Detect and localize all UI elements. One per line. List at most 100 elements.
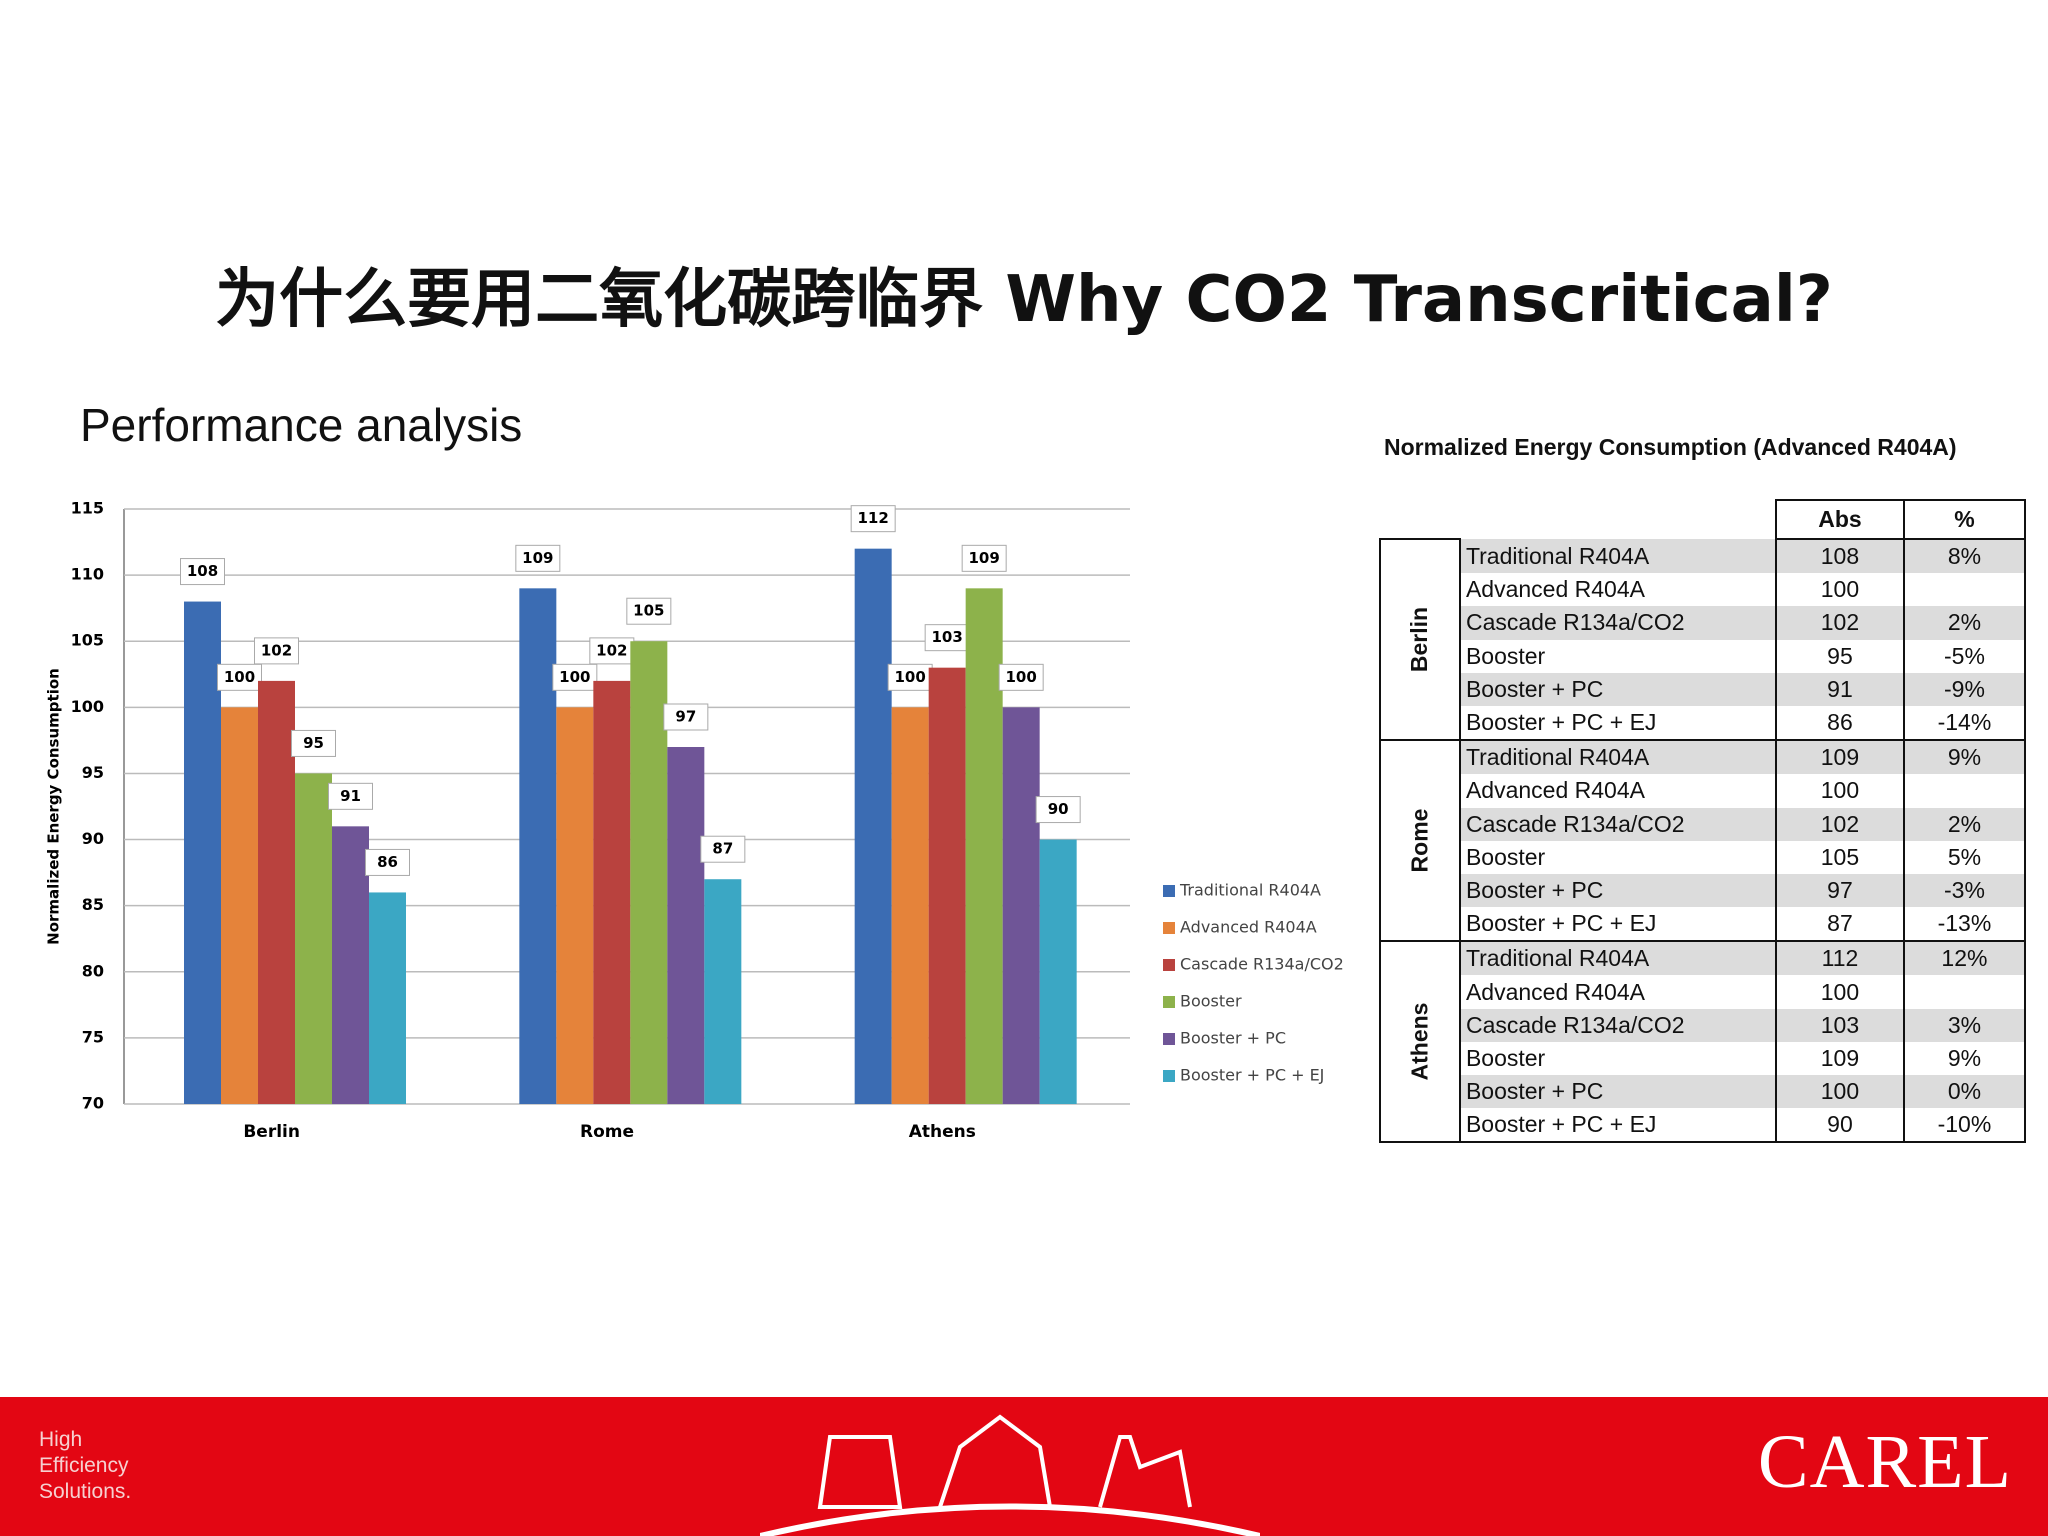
value-label-box xyxy=(700,835,746,863)
value-label-box xyxy=(328,782,373,810)
bar xyxy=(332,826,369,1104)
row-label: Traditional R404A xyxy=(1458,539,1777,574)
y-tick-label: 100 xyxy=(71,697,104,716)
bar xyxy=(704,879,742,1104)
bar xyxy=(258,680,295,1104)
abs-cell: 102 xyxy=(1774,606,1905,640)
value-label-box xyxy=(924,624,970,652)
bar xyxy=(295,773,332,1104)
value-label-box xyxy=(365,848,410,876)
data-table: Abs% Berlin Traditional R404A 108 8% Advanced… xyxy=(1379,499,2026,1144)
value-label: 100 xyxy=(895,668,926,686)
row-label: Advanced R404A xyxy=(1458,573,1777,607)
value-label-box xyxy=(961,544,1007,572)
value-label-box xyxy=(1035,796,1081,824)
y-tick-label: 70 xyxy=(82,1094,104,1113)
table-row: Booster + PC + EJ 90 -10% xyxy=(1380,1108,2026,1144)
value-label: 87 xyxy=(712,840,733,858)
row-label: Booster + PC xyxy=(1458,1075,1777,1109)
pct-cell xyxy=(1902,774,2026,808)
value-label: 86 xyxy=(377,853,398,871)
abs-cell: 109 xyxy=(1774,1041,1905,1075)
bar xyxy=(369,892,406,1104)
row-label: Cascade R134a/CO2 xyxy=(1458,1008,1777,1042)
pct-cell: 8% xyxy=(1902,539,2026,574)
bar xyxy=(184,601,221,1104)
pct-cell: 9% xyxy=(1902,1041,2026,1075)
row-label: Booster xyxy=(1458,639,1777,673)
group-label: Berlin xyxy=(1406,606,1433,673)
table-title: Normalized Energy Consumption (Advanced … xyxy=(1384,434,1957,460)
bar xyxy=(1039,839,1077,1104)
footer: High Efficiency Solutions. CAREL xyxy=(0,1397,2048,1536)
pct-cell: 9% xyxy=(1902,740,2026,775)
pct-cell: 3% xyxy=(1902,1008,2026,1042)
column-header: % xyxy=(1902,499,2026,540)
blank-cell xyxy=(1380,500,1460,539)
bar xyxy=(928,667,966,1104)
abs-cell: 108 xyxy=(1774,539,1905,574)
legend-swatch xyxy=(1163,885,1175,897)
abs-cell: 105 xyxy=(1774,840,1905,874)
legend-label: Booster xyxy=(1180,992,1242,1011)
tagline-line: Efficiency xyxy=(39,1454,129,1477)
table-row: Advanced R404A 100 xyxy=(1380,774,2026,808)
row-label: Traditional R404A xyxy=(1458,941,1777,976)
tagline: High Efficiency Solutions. xyxy=(39,1427,131,1505)
y-tick-label: 75 xyxy=(82,1027,104,1046)
pct-cell: -10% xyxy=(1902,1108,2026,1144)
legend-label: Traditional R404A xyxy=(1179,881,1321,900)
row-label: Booster + PC xyxy=(1458,873,1777,908)
x-tick-label: Rome xyxy=(580,1122,634,1142)
group-cell: Berlin xyxy=(1379,537,1461,742)
table-header-row: Abs% xyxy=(1380,499,2026,540)
row-label: Booster xyxy=(1458,1041,1777,1075)
bar xyxy=(891,707,929,1104)
table-row: Cascade R134a/CO2 103 3% xyxy=(1380,1008,2026,1042)
table-row: Cascade R134a/CO2 102 2% xyxy=(1380,606,2026,640)
bar xyxy=(667,747,705,1104)
slide-title: 为什么要用二氧化碳跨临界 Why CO2 Transcritical? xyxy=(215,263,1833,337)
row-label: Cascade R134a/CO2 xyxy=(1458,807,1777,841)
value-label: 112 xyxy=(858,509,889,527)
value-label: 90 xyxy=(1048,800,1069,818)
pct-cell: -13% xyxy=(1902,907,2026,943)
brand-logo: CAREL xyxy=(1757,1420,2012,1504)
y-tick-label: 115 xyxy=(71,499,104,518)
pct-cell: 2% xyxy=(1902,606,2026,640)
value-label-box xyxy=(254,637,299,665)
pct-cell: -9% xyxy=(1902,672,2026,706)
bar xyxy=(1002,707,1040,1104)
table-row: Rome Traditional R404A 109 9% xyxy=(1379,739,2026,943)
abs-cell: 112 xyxy=(1774,941,1905,976)
pct-cell: -3% xyxy=(1902,873,2026,908)
y-tick-label: 95 xyxy=(82,763,104,782)
value-label: 100 xyxy=(224,668,255,686)
bar xyxy=(519,588,557,1104)
value-label-box xyxy=(626,597,672,625)
table-row: Booster + PC + EJ 86 -14% xyxy=(1380,705,2026,742)
abs-cell: 100 xyxy=(1774,774,1905,808)
legend-label: Cascade R134a/CO2 xyxy=(1180,955,1344,974)
value-label-box xyxy=(515,544,561,572)
row-label: Advanced R404A xyxy=(1458,975,1777,1009)
value-label: 100 xyxy=(1006,668,1037,686)
abs-cell: 90 xyxy=(1774,1108,1905,1144)
pct-cell: -5% xyxy=(1902,639,2026,673)
y-tick-label: 85 xyxy=(82,895,104,914)
abs-cell: 100 xyxy=(1774,1075,1905,1109)
subtitle: Performance analysis xyxy=(80,399,523,451)
legend-swatch xyxy=(1163,922,1175,934)
value-label: 109 xyxy=(522,549,553,567)
legend-label: Advanced R404A xyxy=(1180,918,1317,937)
abs-cell: 102 xyxy=(1774,807,1905,841)
legend-label: Booster + PC + EJ xyxy=(1180,1066,1324,1085)
pct-cell: 2% xyxy=(1902,807,2026,841)
y-tick-label: 105 xyxy=(71,631,104,650)
bar xyxy=(221,707,258,1104)
abs-cell: 103 xyxy=(1774,1008,1905,1042)
row-label: Advanced R404A xyxy=(1458,774,1777,808)
group-label: Rome xyxy=(1406,808,1433,873)
value-label-box xyxy=(663,703,709,731)
